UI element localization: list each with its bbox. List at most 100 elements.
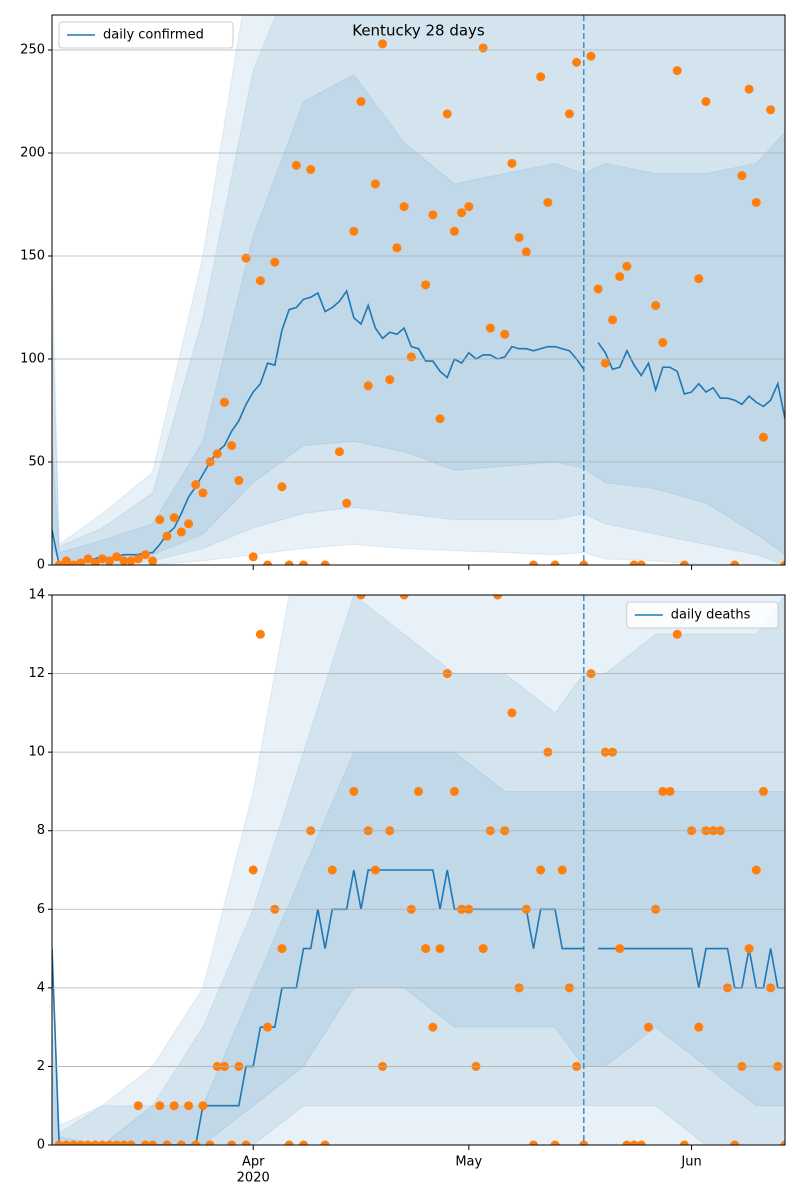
observed-point — [119, 1140, 129, 1145]
observed-point — [751, 865, 761, 875]
observed-point — [76, 558, 86, 565]
observed-point — [636, 1140, 646, 1145]
observed-point — [97, 1140, 107, 1145]
y-tick-label: 6 — [37, 902, 45, 917]
observed-point — [564, 109, 574, 119]
observed-point — [449, 786, 459, 796]
uncertainty-band — [52, 751, 785, 1145]
observed-point — [126, 1140, 136, 1145]
observed-point — [356, 595, 366, 600]
observed-point — [291, 160, 301, 170]
observed-point — [248, 865, 258, 875]
observed-point — [263, 1022, 273, 1032]
observed-point — [191, 480, 201, 490]
observed-point — [284, 560, 294, 565]
legend-box — [58, 21, 234, 49]
observed-point — [672, 629, 682, 639]
y-tick-label: 10 — [28, 745, 45, 760]
observed-point — [234, 476, 244, 486]
observed-point — [528, 1140, 538, 1145]
observed-point — [643, 1022, 653, 1032]
observed-point — [370, 865, 380, 875]
observed-point — [198, 1101, 208, 1111]
observed-point — [334, 447, 344, 457]
observed-point — [543, 197, 553, 207]
observed-point — [184, 519, 194, 529]
chart-title: Kentucky 28 days — [352, 22, 485, 40]
observed-point — [270, 257, 280, 267]
observed-point — [356, 97, 366, 107]
observed-point — [320, 1140, 330, 1145]
observed-point — [457, 208, 467, 218]
observed-point — [406, 352, 416, 362]
y-tick-label: 100 — [20, 352, 45, 367]
observed-point — [679, 560, 689, 565]
y-tick-label: 0 — [37, 1138, 45, 1153]
observed-point — [370, 179, 380, 189]
observed-point — [399, 202, 409, 212]
observed-point — [155, 515, 165, 525]
observed-point — [615, 944, 625, 954]
observed-point — [629, 560, 639, 565]
y-tick-label: 50 — [28, 455, 45, 470]
observed-point — [126, 556, 136, 565]
observed-point — [248, 552, 258, 562]
observed-point — [277, 482, 287, 492]
observed-point — [428, 210, 438, 220]
observed-point — [227, 1140, 237, 1145]
observed-point — [622, 1140, 632, 1145]
y-tick-label: 0 — [37, 558, 45, 573]
observed-point — [758, 786, 768, 796]
observed-point — [751, 197, 761, 207]
observed-point — [414, 786, 423, 796]
observed-point — [155, 1101, 165, 1111]
observed-point — [428, 1022, 438, 1032]
observed-point — [191, 1140, 201, 1145]
uncertainty-band — [52, 15, 785, 565]
plot-area — [52, 595, 785, 1145]
observed-point — [550, 1140, 560, 1145]
y-tick-label: 150 — [20, 249, 45, 264]
observed-point — [679, 1140, 689, 1145]
observed-point — [69, 1140, 79, 1145]
observed-point — [464, 202, 474, 212]
observed-point — [730, 1140, 740, 1145]
observed-point — [572, 57, 582, 67]
observed-point — [342, 498, 352, 508]
observed-point — [277, 944, 287, 954]
observed-point — [349, 226, 359, 236]
legend-box — [626, 601, 779, 629]
observed-point — [320, 560, 330, 565]
observed-point — [507, 708, 517, 718]
observed-point — [485, 323, 495, 333]
observed-point — [550, 560, 560, 565]
observed-point — [119, 556, 129, 565]
observed-point — [399, 595, 409, 600]
observed-point — [672, 66, 682, 76]
y-tick-label: 14 — [28, 588, 45, 603]
observed-point — [176, 1140, 186, 1145]
observed-point — [133, 554, 143, 564]
observed-point — [69, 560, 79, 565]
observed-point — [219, 397, 229, 407]
observed-point — [478, 43, 488, 53]
y-tick-label: 200 — [20, 146, 45, 161]
observed-point — [148, 1140, 158, 1145]
observed-point — [636, 560, 646, 565]
observed-point — [449, 226, 459, 236]
observed-point — [54, 1140, 64, 1145]
observed-point — [536, 865, 546, 875]
observed-point — [593, 284, 603, 294]
observed-point — [112, 1140, 122, 1145]
observed-point — [299, 1140, 309, 1145]
observed-point — [744, 944, 754, 954]
observed-point — [758, 432, 768, 442]
observed-point — [780, 560, 785, 565]
observed-point — [766, 105, 776, 115]
y-tick-label: 4 — [37, 980, 45, 995]
observed-point — [600, 358, 610, 368]
observed-point — [184, 1101, 194, 1111]
legend-label: daily deaths — [671, 608, 751, 623]
